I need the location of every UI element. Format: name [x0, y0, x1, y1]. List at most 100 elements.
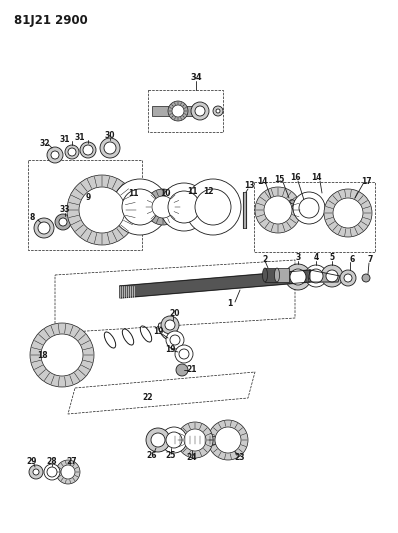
Circle shape: [168, 101, 188, 121]
Circle shape: [65, 145, 79, 159]
Circle shape: [30, 323, 94, 387]
Text: 24: 24: [187, 454, 197, 463]
Text: 31: 31: [60, 135, 70, 144]
Circle shape: [305, 265, 327, 287]
Circle shape: [340, 270, 356, 286]
Circle shape: [47, 147, 63, 163]
Circle shape: [33, 469, 39, 475]
Circle shape: [215, 427, 241, 453]
Circle shape: [44, 464, 60, 480]
Circle shape: [80, 142, 96, 158]
Bar: [265, 268, 277, 282]
Text: 21: 21: [187, 366, 197, 375]
Text: 17: 17: [361, 176, 371, 185]
Circle shape: [213, 106, 223, 116]
Text: 32: 32: [40, 139, 50, 148]
Circle shape: [100, 138, 120, 158]
Circle shape: [161, 316, 179, 334]
Bar: [254, 182, 375, 252]
Circle shape: [29, 465, 43, 479]
Ellipse shape: [275, 268, 279, 282]
Circle shape: [324, 189, 372, 237]
Circle shape: [177, 422, 213, 458]
Circle shape: [152, 196, 174, 218]
Circle shape: [67, 175, 137, 245]
Circle shape: [179, 349, 189, 359]
Circle shape: [299, 198, 319, 218]
Text: 11: 11: [187, 188, 197, 197]
Text: 10: 10: [160, 189, 170, 198]
Bar: [28, 160, 142, 250]
Text: 3: 3: [295, 254, 300, 262]
Circle shape: [264, 196, 292, 224]
Circle shape: [185, 179, 241, 235]
Circle shape: [161, 427, 187, 453]
Circle shape: [41, 334, 83, 376]
Polygon shape: [308, 270, 340, 282]
Circle shape: [59, 218, 67, 226]
Text: 20: 20: [170, 309, 180, 318]
Text: 19: 19: [165, 344, 175, 353]
Text: 2: 2: [262, 254, 267, 263]
Circle shape: [255, 187, 301, 233]
Circle shape: [285, 264, 311, 290]
Circle shape: [165, 320, 175, 330]
Text: 25: 25: [166, 451, 176, 461]
Circle shape: [216, 109, 220, 113]
Circle shape: [146, 428, 170, 452]
Circle shape: [208, 420, 248, 460]
Text: 22: 22: [143, 392, 153, 401]
Circle shape: [160, 183, 208, 231]
Circle shape: [145, 189, 181, 225]
Circle shape: [333, 198, 363, 228]
Circle shape: [34, 218, 54, 238]
Circle shape: [166, 331, 184, 349]
Circle shape: [176, 364, 188, 376]
Ellipse shape: [292, 206, 298, 210]
Text: 23: 23: [235, 454, 245, 463]
Circle shape: [326, 270, 338, 282]
Bar: [277, 268, 289, 282]
Circle shape: [83, 145, 93, 155]
Text: 9: 9: [86, 192, 91, 201]
Circle shape: [47, 467, 57, 477]
Circle shape: [51, 151, 59, 159]
Text: 15: 15: [274, 175, 284, 184]
Circle shape: [55, 214, 71, 230]
Circle shape: [104, 142, 116, 154]
Circle shape: [321, 265, 343, 287]
Circle shape: [170, 335, 180, 345]
Text: 33: 33: [60, 206, 70, 214]
Text: 34: 34: [190, 74, 202, 83]
Text: 30: 30: [105, 132, 115, 141]
Ellipse shape: [263, 268, 267, 282]
Circle shape: [112, 179, 168, 235]
Circle shape: [195, 106, 205, 116]
Bar: [148, 90, 223, 132]
Circle shape: [122, 189, 158, 225]
Text: 18: 18: [37, 351, 47, 359]
Circle shape: [309, 269, 323, 283]
Circle shape: [195, 189, 231, 225]
Text: 29: 29: [27, 457, 37, 466]
Text: 8: 8: [29, 214, 35, 222]
Text: 81J21 2900: 81J21 2900: [14, 14, 88, 27]
Text: 1: 1: [227, 298, 232, 308]
Text: 16: 16: [290, 174, 300, 182]
Circle shape: [38, 222, 50, 234]
Bar: [152, 106, 197, 116]
Polygon shape: [120, 270, 310, 298]
Bar: [243, 192, 246, 228]
Text: 27: 27: [67, 457, 77, 466]
Circle shape: [56, 460, 80, 484]
Circle shape: [79, 187, 125, 233]
Circle shape: [151, 433, 165, 447]
Text: 28: 28: [47, 457, 57, 466]
Text: 26: 26: [147, 451, 157, 461]
Circle shape: [172, 105, 184, 117]
Text: 14: 14: [311, 174, 321, 182]
Text: 14: 14: [257, 176, 267, 185]
Text: 13: 13: [244, 182, 254, 190]
Circle shape: [362, 274, 370, 282]
Text: 11: 11: [128, 189, 138, 198]
